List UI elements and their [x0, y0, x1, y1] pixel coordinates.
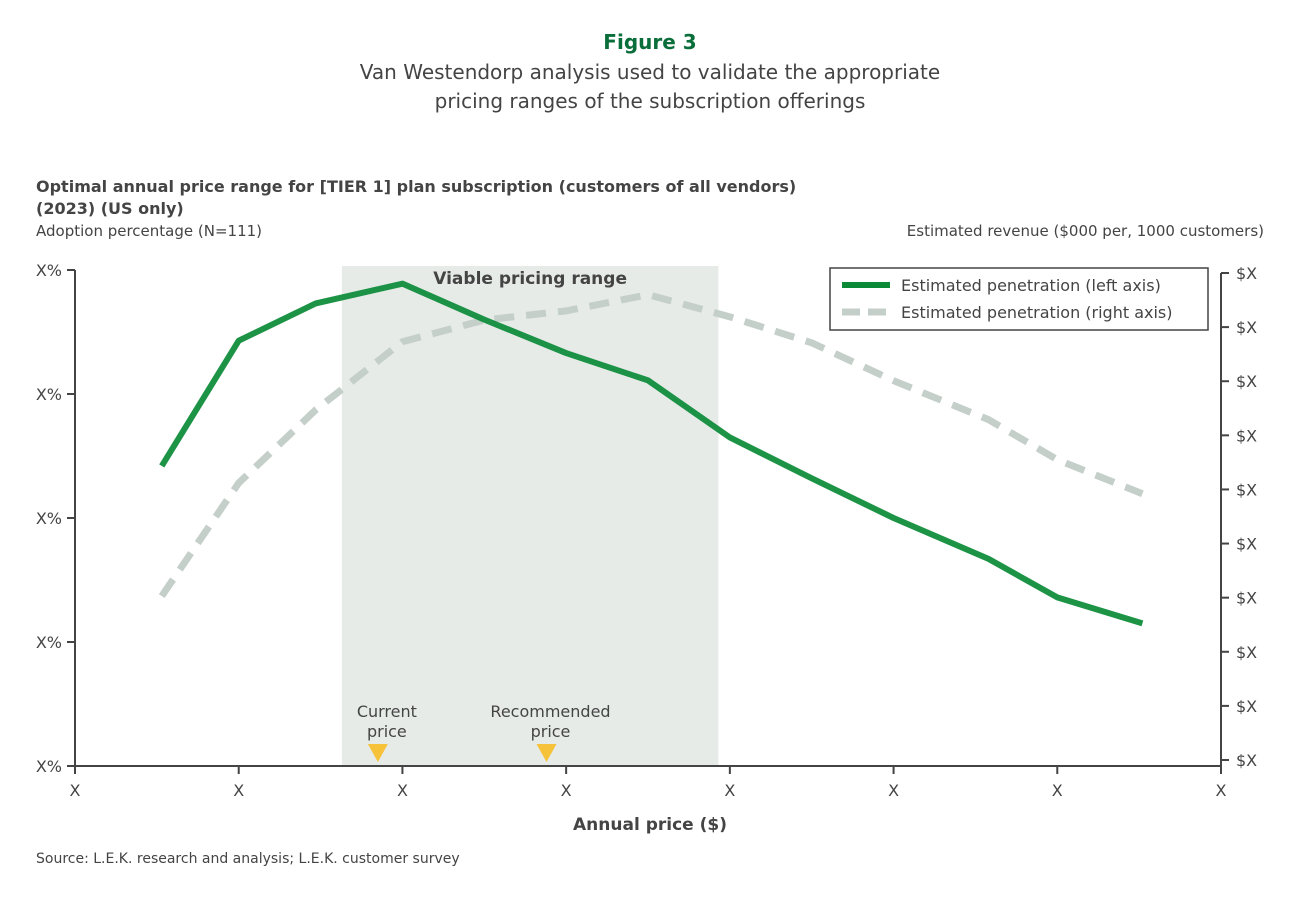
left-axis-label: Adoption percentage (N=111) — [36, 222, 263, 240]
subtitle-line: Van Westendorp analysis used to validate… — [359, 60, 941, 84]
series-line-2 — [158, 291, 1144, 599]
right-tick-label: $X — [1236, 426, 1257, 445]
left-tick-label: X% — [36, 633, 62, 652]
left-tick-label: X% — [36, 385, 62, 404]
price-marker-label: Recommended — [490, 702, 610, 721]
right-tick-label: $X — [1236, 264, 1257, 283]
x-tick-label: X — [888, 781, 899, 800]
right-tick-label: $X — [1236, 697, 1257, 716]
subtitle-line: pricing ranges of the subscription offer… — [434, 89, 866, 113]
chart-title: Optimal annual price range for [TIER 1] … — [36, 176, 936, 220]
chart-title-line: (2023) (US only) — [36, 199, 184, 218]
series-line-1 — [159, 280, 1144, 627]
right-tick-label: $X — [1236, 751, 1257, 770]
right-tick-label: $X — [1236, 535, 1257, 554]
x-tick-label: X — [397, 781, 408, 800]
figure-label: Figure 3 — [603, 30, 697, 54]
right-tick-label: $X — [1236, 480, 1257, 499]
price-marker-triangle — [536, 744, 557, 762]
right-tick-label: $X — [1236, 589, 1257, 608]
legend-label: Estimated penetration (right axis) — [901, 303, 1173, 322]
left-tick-label: X% — [36, 509, 62, 528]
figure-subtitle: Van Westendorp analysis used to validate… — [0, 58, 1300, 116]
price-marker-label: price — [367, 722, 407, 741]
price-marker-triangle — [367, 744, 388, 762]
right-tick-label: $X — [1236, 372, 1257, 391]
x-tick-label: X — [1052, 781, 1063, 800]
legend-label: Estimated penetration (left axis) — [901, 276, 1161, 295]
x-axis-title: Annual price ($) — [573, 815, 727, 835]
right-tick-label: $X — [1236, 318, 1257, 337]
price-marker-label: Current — [357, 702, 417, 721]
price-marker-label: price — [531, 722, 571, 741]
source-note: Source: L.E.K. research and analysis; L.… — [36, 851, 460, 867]
right-axis-label: Estimated revenue ($000 per, 1000 custom… — [906, 222, 1264, 240]
x-tick-label: X — [70, 781, 81, 800]
viable-range-label: Viable pricing range — [433, 269, 627, 289]
right-tick-label: $X — [1236, 643, 1257, 662]
x-tick-label: X — [561, 781, 572, 800]
left-tick-label: X% — [36, 261, 62, 280]
x-tick-label: X — [1216, 781, 1227, 800]
legend-box — [829, 267, 1209, 331]
viable-range-shade — [341, 266, 719, 766]
x-tick-label: X — [724, 781, 735, 800]
chart-title-line: Optimal annual price range for [TIER 1] … — [36, 177, 797, 196]
left-tick-label: X% — [36, 757, 62, 776]
x-tick-label: X — [233, 781, 244, 800]
